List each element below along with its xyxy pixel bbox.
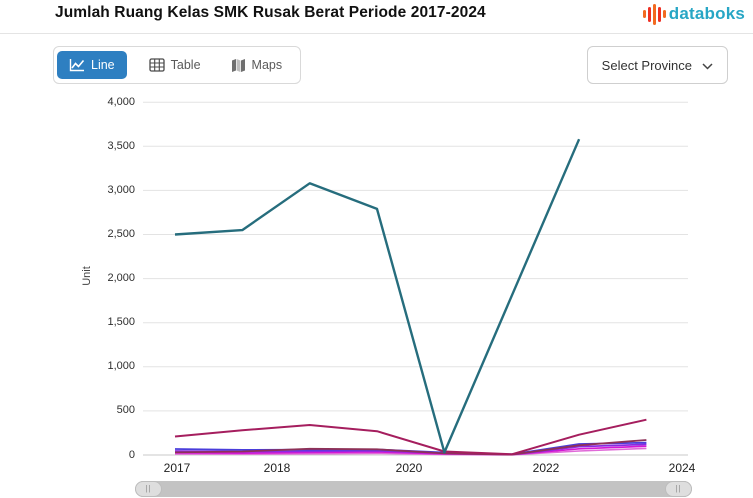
table-view-label: Table: [170, 58, 201, 72]
maps-view-label: Maps: [251, 58, 283, 72]
x-tick-label: 2017: [163, 461, 191, 475]
line-view-button[interactable]: Line: [57, 51, 127, 79]
line-view-label: Line: [91, 58, 115, 72]
range-handle-right[interactable]: ||: [665, 481, 692, 497]
x-tick-label: 2024: [668, 461, 696, 475]
select-province-dropdown[interactable]: Select Province: [586, 46, 728, 84]
line-chart-icon: [69, 58, 85, 72]
y-tick-label: 1,500: [107, 316, 135, 329]
y-tick-label: 500: [116, 404, 135, 417]
y-tick-label: 3,500: [107, 139, 135, 152]
x-tick-label: 2022: [532, 461, 560, 475]
pink-line: [174, 447, 647, 456]
maroon-line: [174, 439, 647, 456]
select-province-label: Select Province: [601, 57, 692, 73]
y-tick-label: 2,000: [107, 272, 135, 285]
table-grid-icon: [148, 58, 165, 72]
databoks-wordmark: databoks: [668, 4, 745, 23]
table-view-button[interactable]: Table: [141, 52, 209, 78]
range-handle-left[interactable]: ||: [135, 481, 162, 497]
folded-map-icon: [231, 58, 246, 73]
y-tick-label: 4,000: [107, 95, 135, 108]
view-switcher: Line Table Maps: [53, 46, 302, 84]
magenta-line: [174, 445, 647, 456]
databoks-logo: databoks: [642, 3, 745, 25]
databoks-bars-icon: [642, 3, 666, 25]
y-tick-label: 3,000: [107, 183, 135, 196]
y-tick-label: 1,000: [107, 360, 135, 373]
maps-view-button[interactable]: Maps: [223, 52, 291, 79]
chevron-down-icon: [702, 58, 713, 73]
page-title: Jumlah Ruang Kelas SMK Rusak Berat Perio…: [55, 4, 486, 21]
teal-line: [174, 138, 581, 454]
x-range-scrollbar[interactable]: || ||: [135, 481, 692, 497]
x-tick-label: 2018: [263, 461, 291, 475]
header-divider: [0, 33, 753, 34]
x-tick-label: 2020: [395, 461, 423, 475]
y-tick-label: 2,500: [107, 228, 135, 240]
crimson-line: [174, 418, 647, 456]
y-tick-label: 0: [128, 448, 135, 461]
